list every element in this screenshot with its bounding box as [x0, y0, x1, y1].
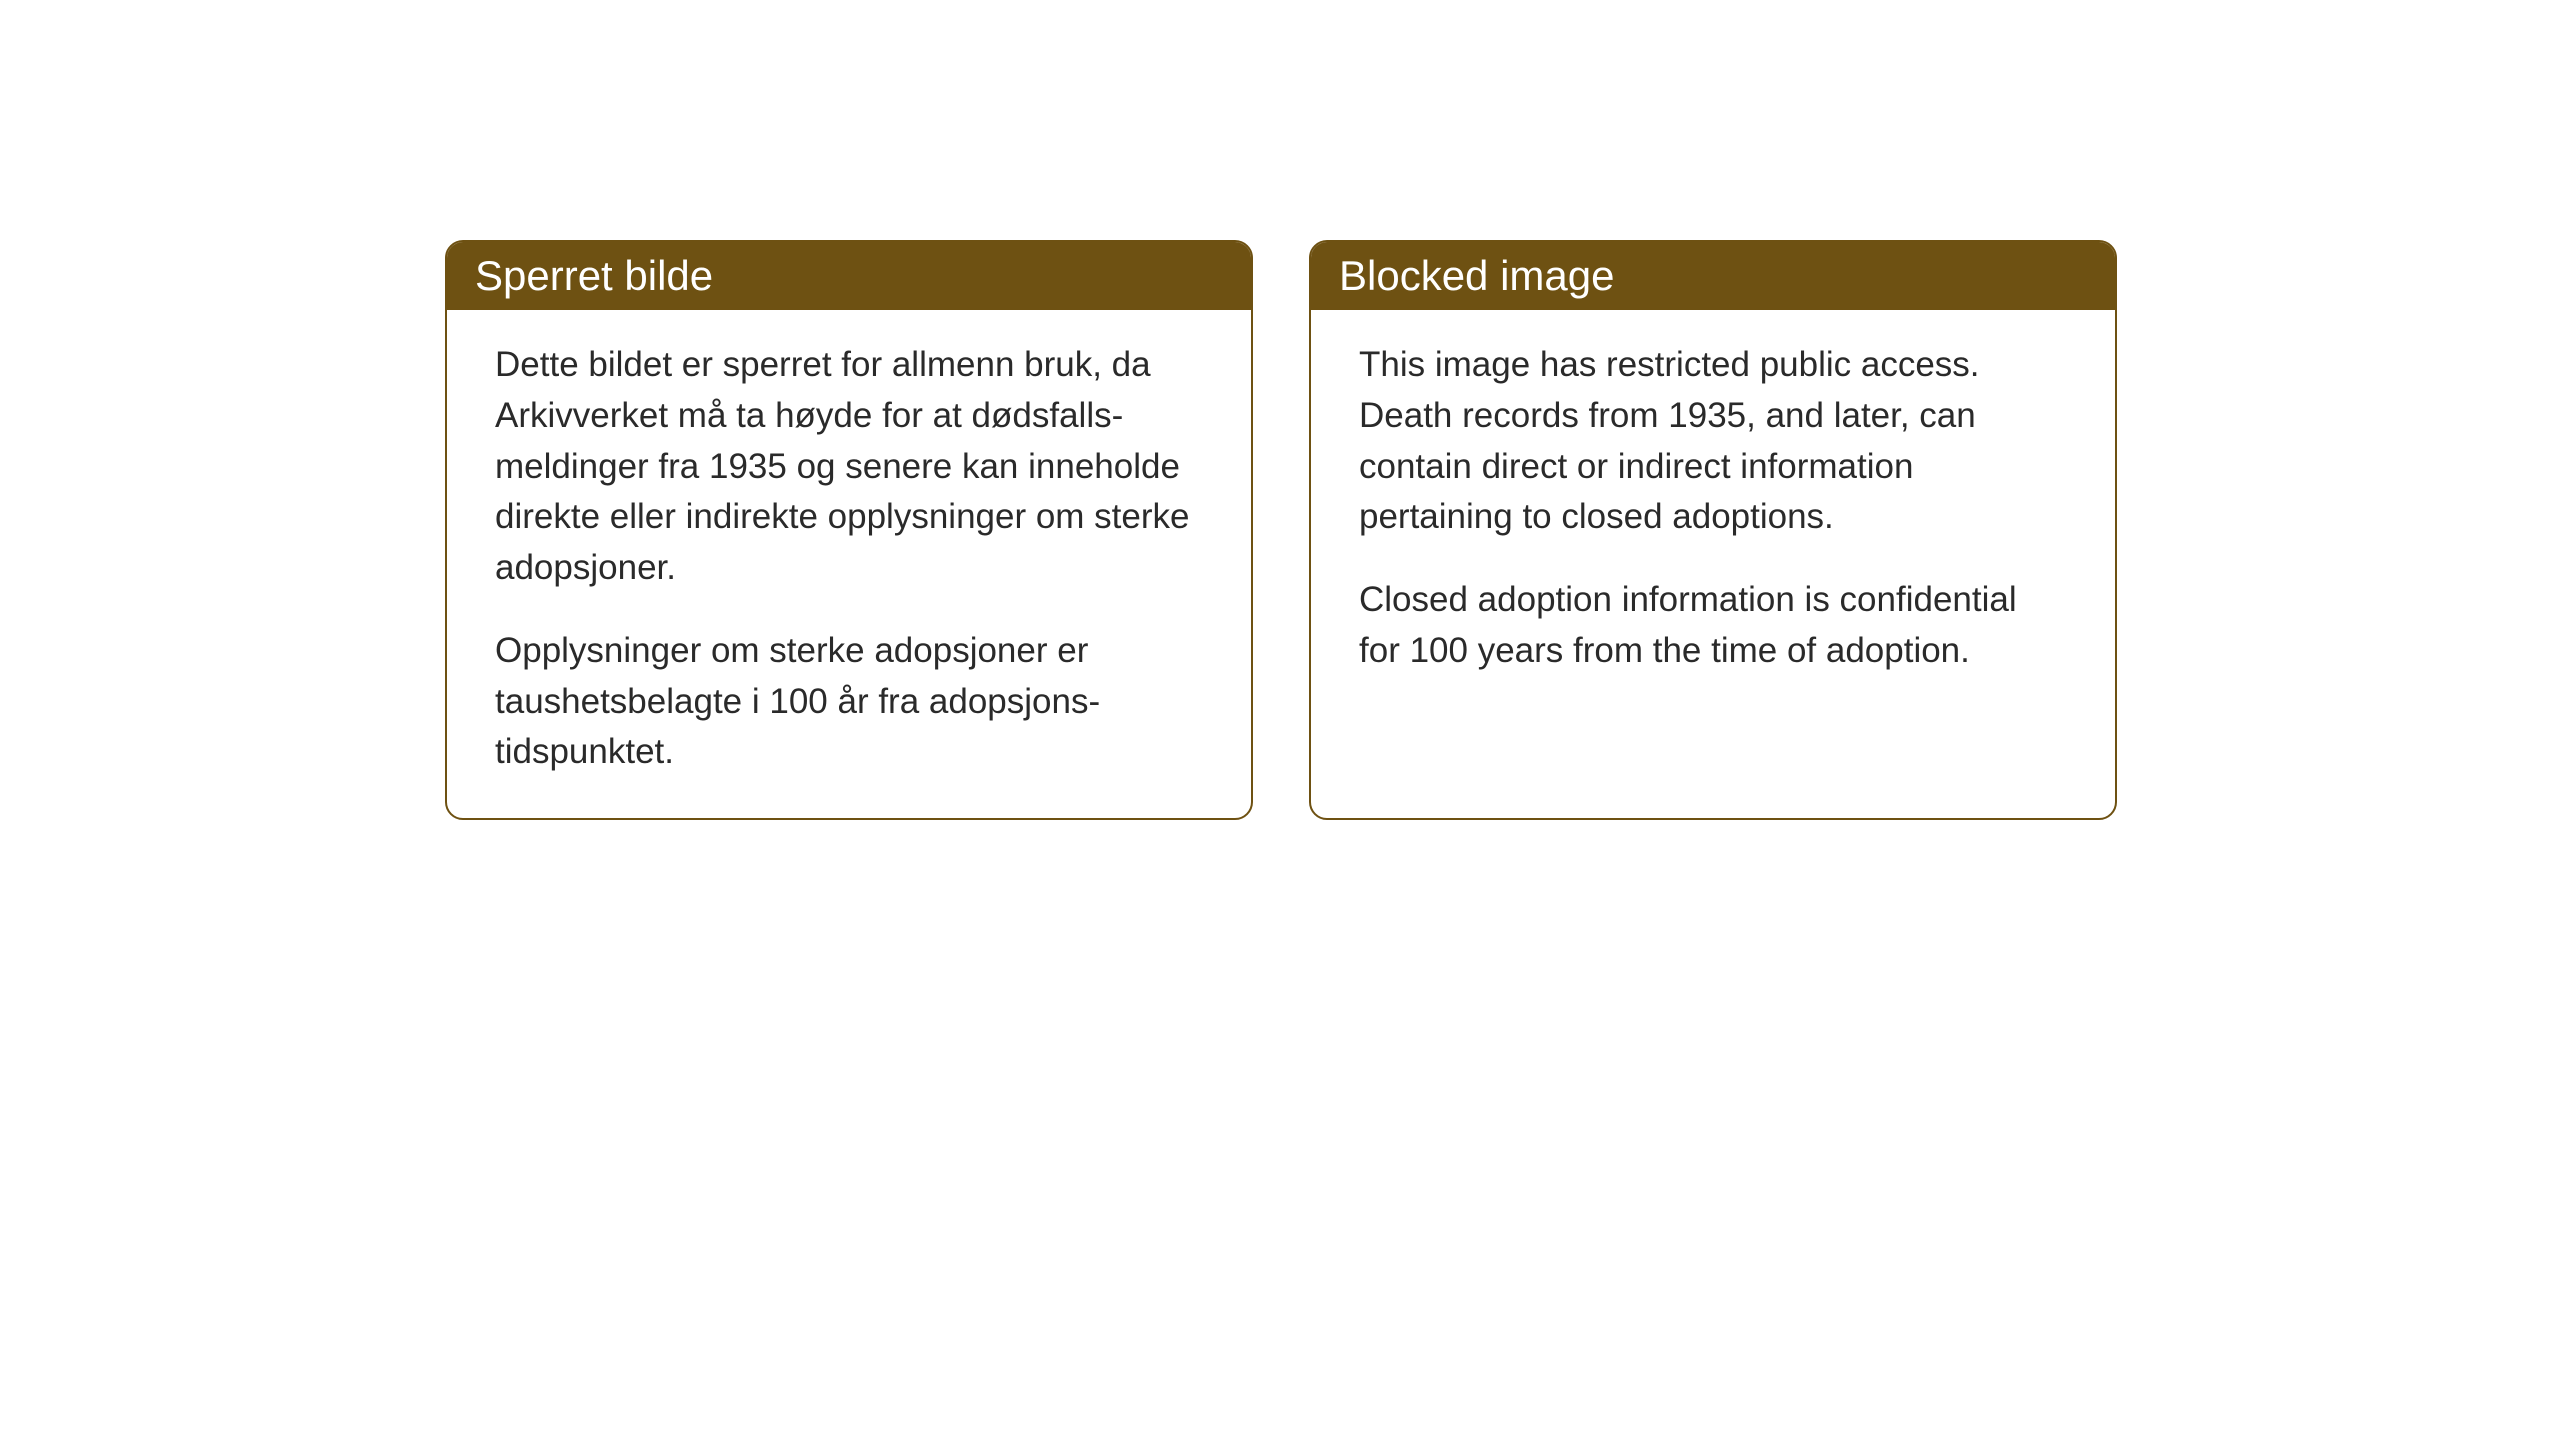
- card-body: Dette bildet er sperret for allmenn bruk…: [447, 310, 1251, 818]
- notice-card-english: Blocked image This image has restricted …: [1309, 240, 2117, 820]
- notice-card-norwegian: Sperret bilde Dette bildet er sperret fo…: [445, 240, 1253, 820]
- card-header: Sperret bilde: [447, 242, 1251, 310]
- card-title: Blocked image: [1339, 252, 1614, 299]
- card-body: This image has restricted public access.…: [1311, 310, 2115, 717]
- notice-container: Sperret bilde Dette bildet er sperret fo…: [445, 240, 2117, 820]
- card-title: Sperret bilde: [475, 252, 713, 299]
- card-paragraph: Closed adoption information is confident…: [1359, 575, 2067, 677]
- card-paragraph: This image has restricted public access.…: [1359, 340, 2067, 543]
- card-header: Blocked image: [1311, 242, 2115, 310]
- card-paragraph: Opplysninger om sterke adopsjoner er tau…: [495, 626, 1203, 778]
- card-paragraph: Dette bildet er sperret for allmenn bruk…: [495, 340, 1203, 594]
